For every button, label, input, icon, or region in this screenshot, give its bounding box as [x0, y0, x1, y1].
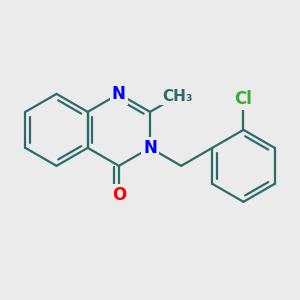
Text: O: O — [112, 186, 126, 204]
Text: Cl: Cl — [235, 90, 252, 108]
Text: CH₃: CH₃ — [162, 88, 193, 104]
Text: N: N — [112, 85, 126, 103]
Text: N: N — [143, 139, 157, 157]
